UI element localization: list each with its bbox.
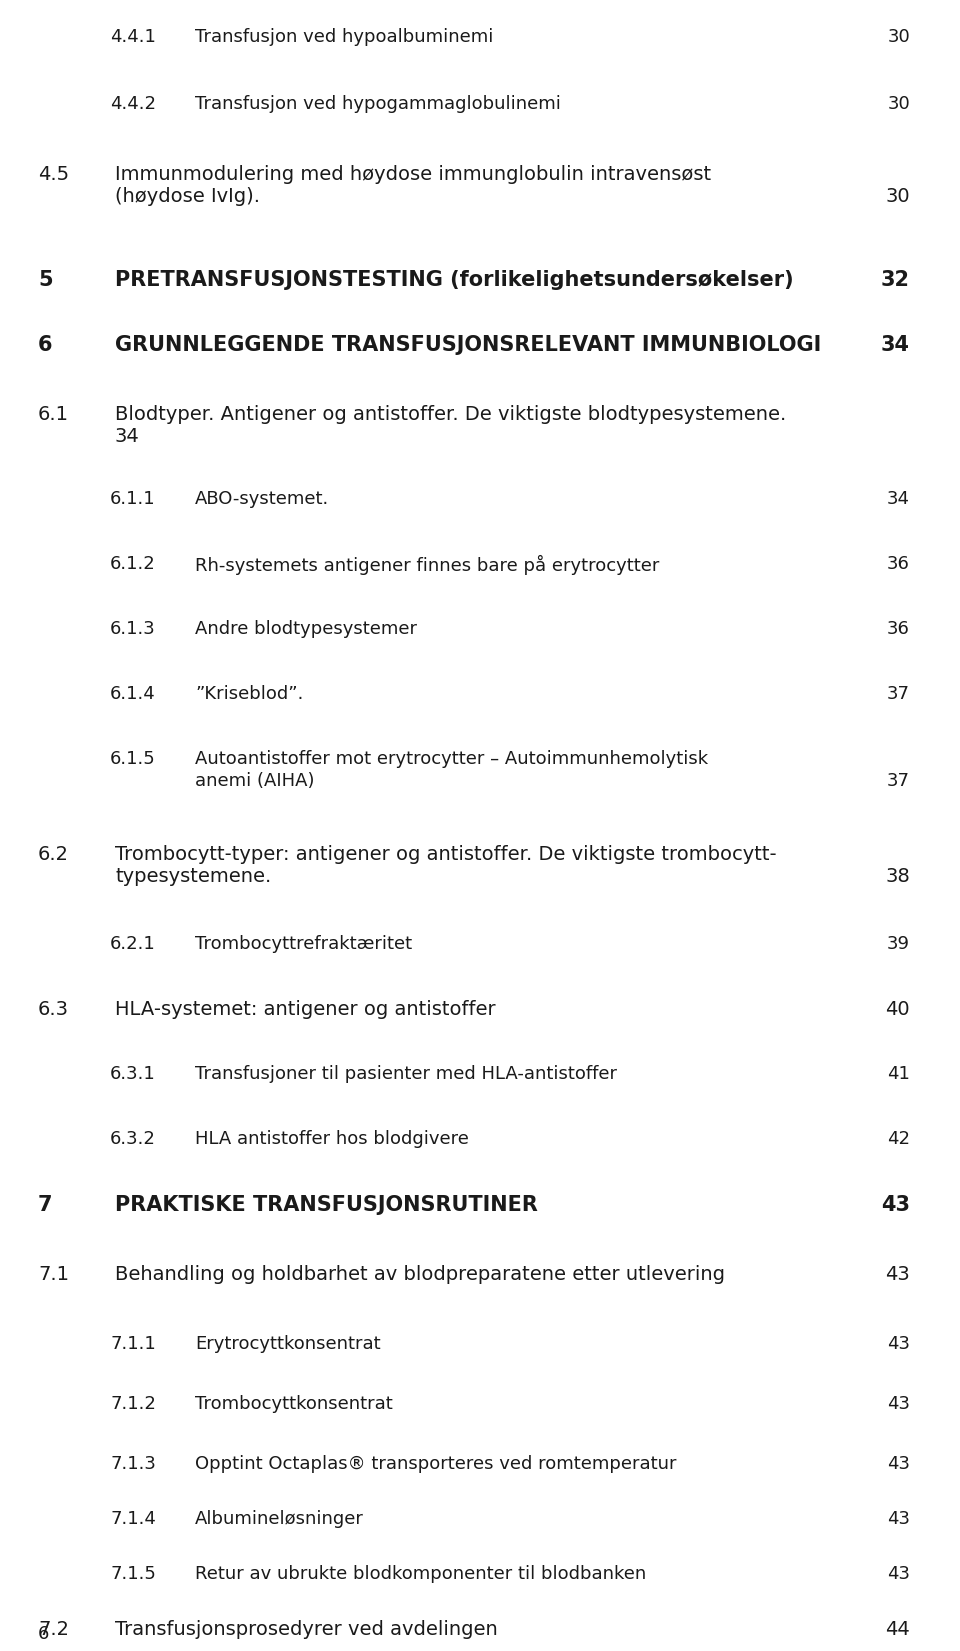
- Text: typesystemene.: typesystemene.: [115, 867, 272, 887]
- Text: anemi (AIHA): anemi (AIHA): [195, 773, 315, 789]
- Text: 43: 43: [887, 1395, 910, 1413]
- Text: 7.1.5: 7.1.5: [110, 1565, 156, 1583]
- Text: 44: 44: [885, 1620, 910, 1639]
- Text: 4.4.1: 4.4.1: [110, 28, 156, 46]
- Text: 4.5: 4.5: [38, 165, 69, 183]
- Text: 40: 40: [885, 1001, 910, 1019]
- Text: HLA antistoffer hos blodgivere: HLA antistoffer hos blodgivere: [195, 1129, 468, 1147]
- Text: 6.3.1: 6.3.1: [110, 1065, 156, 1083]
- Text: 43: 43: [887, 1455, 910, 1473]
- Text: 7.2: 7.2: [38, 1620, 69, 1639]
- Text: HLA-systemet: antigener og antistoffer: HLA-systemet: antigener og antistoffer: [115, 1001, 495, 1019]
- Text: 6.1.4: 6.1.4: [110, 685, 156, 703]
- Text: Autoantistoffer mot erytrocytter – Autoimmunhemolytisk: Autoantistoffer mot erytrocytter – Autoi…: [195, 750, 708, 768]
- Text: PRETRANSFUSJONSTESTING (forlikelighetsundersøkelser): PRETRANSFUSJONSTESTING (forlikelighetsun…: [115, 271, 794, 291]
- Text: 43: 43: [887, 1565, 910, 1583]
- Text: Andre blodtypesystemer: Andre blodtypesystemer: [195, 621, 417, 637]
- Text: 6.2.1: 6.2.1: [110, 934, 156, 953]
- Text: Rh-systemets antigener finnes bare på erytrocytter: Rh-systemets antigener finnes bare på er…: [195, 555, 660, 575]
- Text: 36: 36: [887, 621, 910, 637]
- Text: 43: 43: [881, 1195, 910, 1215]
- Text: Erytrocyttkonsentrat: Erytrocyttkonsentrat: [195, 1336, 380, 1354]
- Text: PRAKTISKE TRANSFUSJONSRUTINER: PRAKTISKE TRANSFUSJONSRUTINER: [115, 1195, 538, 1215]
- Text: 37: 37: [887, 773, 910, 789]
- Text: 5: 5: [38, 271, 53, 291]
- Text: Blodtyper. Antigener og antistoffer. De viktigste blodtypesystemene.: Blodtyper. Antigener og antistoffer. De …: [115, 404, 786, 424]
- Text: ABO-systemet.: ABO-systemet.: [195, 490, 329, 509]
- Text: 34: 34: [881, 335, 910, 355]
- Text: 7.1: 7.1: [38, 1265, 69, 1284]
- Text: Transfusjonsprosedyrer ved avdelingen: Transfusjonsprosedyrer ved avdelingen: [115, 1620, 497, 1639]
- Text: 6.3: 6.3: [38, 1001, 69, 1019]
- Text: 6: 6: [38, 335, 53, 355]
- Text: 7.1.1: 7.1.1: [110, 1336, 156, 1354]
- Text: 41: 41: [887, 1065, 910, 1083]
- Text: 34: 34: [887, 490, 910, 509]
- Text: Trombocyttrefraktæritet: Trombocyttrefraktæritet: [195, 934, 412, 953]
- Text: Immunmodulering med høydose immunglobulin intravensøst: Immunmodulering med høydose immunglobuli…: [115, 165, 711, 183]
- Text: 6.1.2: 6.1.2: [110, 555, 156, 573]
- Text: 7.1.3: 7.1.3: [110, 1455, 156, 1473]
- Text: 39: 39: [887, 934, 910, 953]
- Text: 7.1.4: 7.1.4: [110, 1511, 156, 1527]
- Text: 43: 43: [887, 1511, 910, 1527]
- Text: Albumineløsninger: Albumineløsninger: [195, 1511, 364, 1527]
- Text: Trombocytt-typer: antigener og antistoffer. De viktigste trombocytt-: Trombocytt-typer: antigener og antistoff…: [115, 845, 777, 863]
- Text: Behandling og holdbarhet av blodpreparatene etter utlevering: Behandling og holdbarhet av blodpreparat…: [115, 1265, 725, 1284]
- Text: 6.3.2: 6.3.2: [110, 1129, 156, 1147]
- Text: 38: 38: [885, 867, 910, 887]
- Text: Trombocyttkonsentrat: Trombocyttkonsentrat: [195, 1395, 393, 1413]
- Text: Retur av ubrukte blodkomponenter til blodbanken: Retur av ubrukte blodkomponenter til blo…: [195, 1565, 646, 1583]
- Text: 6.1.3: 6.1.3: [110, 621, 156, 637]
- Text: 6.1.1: 6.1.1: [110, 490, 156, 509]
- Text: ”Kriseblod”.: ”Kriseblod”.: [195, 685, 303, 703]
- Text: 43: 43: [885, 1265, 910, 1284]
- Text: Transfusjoner til pasienter med HLA-antistoffer: Transfusjoner til pasienter med HLA-anti…: [195, 1065, 617, 1083]
- Text: 6.1.5: 6.1.5: [110, 750, 156, 768]
- Text: 42: 42: [887, 1129, 910, 1147]
- Text: (høydose IvIg).: (høydose IvIg).: [115, 187, 260, 206]
- Text: 6: 6: [38, 1625, 49, 1643]
- Text: 30: 30: [887, 96, 910, 112]
- Text: 37: 37: [887, 685, 910, 703]
- Text: Transfusjon ved hypoalbuminemi: Transfusjon ved hypoalbuminemi: [195, 28, 493, 46]
- Text: Transfusjon ved hypogammaglobulinemi: Transfusjon ved hypogammaglobulinemi: [195, 96, 561, 112]
- Text: 34: 34: [115, 428, 140, 446]
- Text: 4.4.2: 4.4.2: [110, 96, 156, 112]
- Text: 6.2: 6.2: [38, 845, 69, 863]
- Text: 7: 7: [38, 1195, 53, 1215]
- Text: GRUNNLEGGENDE TRANSFUSJONSRELEVANT IMMUNBIOLOGI: GRUNNLEGGENDE TRANSFUSJONSRELEVANT IMMUN…: [115, 335, 821, 355]
- Text: 36: 36: [887, 555, 910, 573]
- Text: 43: 43: [887, 1336, 910, 1354]
- Text: 32: 32: [881, 271, 910, 291]
- Text: 7.1.2: 7.1.2: [110, 1395, 156, 1413]
- Text: 30: 30: [885, 187, 910, 206]
- Text: Opptint Octaplas® transporteres ved romtemperatur: Opptint Octaplas® transporteres ved romt…: [195, 1455, 677, 1473]
- Text: 30: 30: [887, 28, 910, 46]
- Text: 6.1: 6.1: [38, 404, 69, 424]
